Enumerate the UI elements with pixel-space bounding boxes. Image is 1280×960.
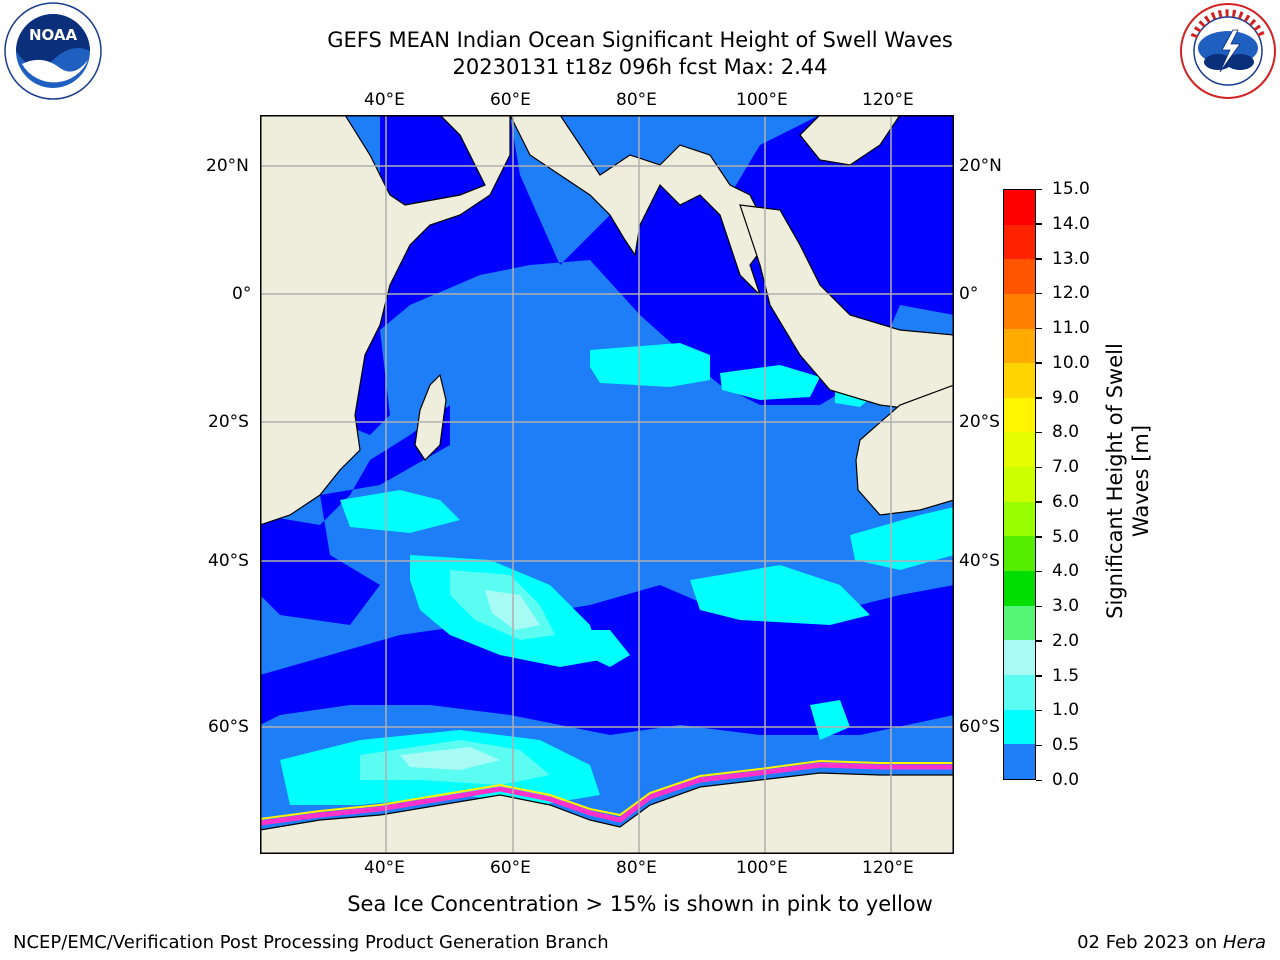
colorbar-segment [1004, 190, 1035, 225]
colorbar-segment [1004, 397, 1035, 433]
footer-host: Hera [1222, 932, 1266, 953]
colorbar-tick-label: 15.0 [1052, 179, 1090, 199]
bottom-lon-label: 60°E [490, 858, 531, 878]
colorbar-tick-label: 9.0 [1052, 387, 1080, 408]
sea-ice [259, 762, 954, 826]
colorbar-tick-mark [1036, 744, 1042, 747]
colorbar-label-line2: Waves [m] [1129, 424, 1153, 538]
colorbar-tick-label: 11.0 [1052, 318, 1090, 339]
colorbar-tick-label: 4.0 [1052, 561, 1080, 582]
colorbar-tick-label: 0.0 [1052, 770, 1080, 790]
right-lat-label: 20°N [959, 156, 1002, 176]
colorbar-tick-mark [1036, 362, 1042, 364]
colorbar-tick-mark [1036, 397, 1042, 399]
colorbar-segment [1004, 640, 1035, 675]
colorbar-segment [1004, 293, 1035, 329]
bottom-lon-label: 100°E [736, 858, 788, 878]
colorbar-tick-label: 14.0 [1052, 213, 1090, 234]
nws-logo [1178, 2, 1278, 100]
map-title: GEFS MEAN Indian Ocean Significant Heigh… [327, 28, 953, 52]
left-lat-label: 20°N [206, 156, 249, 176]
top-lon-label: 40°E [364, 90, 405, 110]
colorbar-tick-mark [1036, 709, 1042, 712]
colorbar-tick-mark [1036, 640, 1042, 642]
colorbar-segment [1004, 432, 1035, 468]
colorbar-tick-mark [1036, 327, 1042, 330]
footer-date-text: 02 Feb 2023 on [1077, 932, 1223, 953]
top-lon-label: 100°E [736, 90, 788, 110]
map-frame [260, 115, 954, 854]
left-lat-label: 40°S [208, 551, 249, 571]
colorbar-tick-label: 5.0 [1052, 526, 1080, 547]
swell-height-map [259, 114, 955, 855]
colorbar-tick-mark [1036, 605, 1042, 608]
colorbar-tick-mark [1036, 223, 1042, 225]
colorbar-tick-mark [1036, 536, 1042, 538]
right-lat-label: 40°S [959, 551, 1000, 571]
right-lat-label: 60°S [959, 717, 1000, 737]
colorbar-tick-label: 2.0 [1052, 630, 1080, 651]
colorbar-tick-label: 10.0 [1052, 352, 1090, 373]
colorbar-segment [1004, 674, 1035, 710]
footer-date: 02 Feb 2023 on Hera [1077, 932, 1266, 954]
right-lat-label: 20°S [959, 412, 1000, 432]
colorbar-segment [1004, 467, 1035, 502]
colorbar-tick-mark [1036, 501, 1042, 503]
left-lat-label: 20°S [208, 412, 249, 432]
colorbar-segment [1004, 224, 1035, 260]
colorbar-segment [1004, 328, 1035, 364]
colorbar-tick-mark [1036, 431, 1042, 434]
colorbar-tick-label: 7.0 [1052, 457, 1080, 478]
sea-ice-edge-yellow [259, 759, 954, 820]
colorbar-tick-label: 8.0 [1052, 422, 1080, 443]
map-subtitle: 20230131 t18z 096h fcst Max: 2.44 [452, 55, 828, 79]
colorbar-tick-mark [1036, 675, 1042, 677]
left-lat-label: 60°S [208, 717, 249, 737]
noaa-logo: NOAA [2, 2, 104, 100]
graticule [260, 115, 954, 854]
left-lat-label: 0° [232, 284, 252, 304]
colorbar-tick-label: 1.5 [1052, 665, 1080, 686]
colorbar-segment [1004, 363, 1035, 398]
colorbar-tick-mark [1036, 779, 1042, 781]
colorbar [1003, 189, 1036, 780]
colorbar-segment [1004, 605, 1035, 641]
colorbar-tick-label: 13.0 [1052, 248, 1090, 269]
colorbar-tick-mark [1036, 258, 1042, 260]
right-lat-label: 0° [959, 284, 979, 304]
colorbar-tick-mark [1036, 292, 1042, 295]
bottom-lon-label: 120°E [862, 858, 914, 878]
colorbar-segment [1004, 501, 1035, 537]
noaa-text: NOAA [29, 26, 78, 44]
bottom-lon-label: 40°E [364, 858, 405, 878]
colorbar-tick-label: 6.0 [1052, 491, 1080, 512]
colorbar-segment [1004, 536, 1035, 572]
map-canvas [259, 114, 955, 855]
colorbar-tick-label: 3.0 [1052, 596, 1080, 617]
colorbar-tick-mark [1036, 188, 1042, 190]
footer-credit: NCEP/EMC/Verification Post Processing Pr… [13, 932, 609, 953]
colorbar-label-line1: Significant Height of Swell [1103, 343, 1127, 619]
top-lon-label: 80°E [616, 90, 657, 110]
colorbar-segment [1004, 709, 1035, 745]
colorbar-tick-mark [1036, 466, 1042, 469]
sea-ice-note: Sea Ice Concentration > 15% is shown in … [347, 892, 933, 916]
colorbar-tick-mark [1036, 570, 1042, 573]
top-lon-label: 120°E [862, 90, 914, 110]
top-lon-label: 60°E [490, 90, 531, 110]
colorbar-tick-label: 0.5 [1052, 735, 1080, 756]
colorbar-segment [1004, 744, 1035, 779]
bottom-lon-label: 80°E [616, 858, 657, 878]
colorbar-segment [1004, 259, 1035, 294]
colorbar-segment [1004, 571, 1035, 606]
colorbar-tick-label: 1.0 [1052, 700, 1080, 721]
colorbar-tick-label: 12.0 [1052, 283, 1090, 304]
